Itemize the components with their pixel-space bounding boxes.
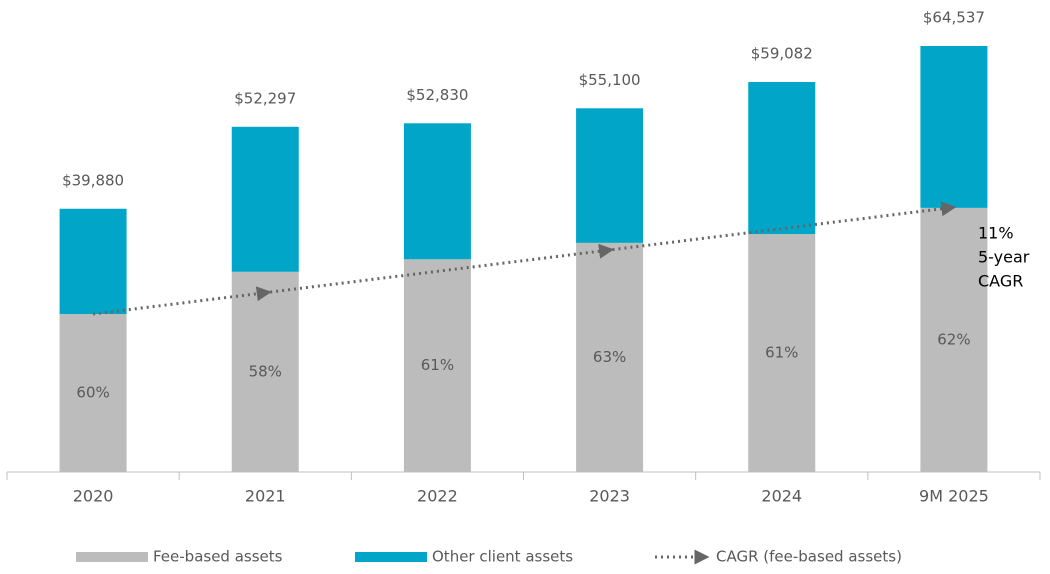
total-label: $52,830 bbox=[406, 86, 468, 104]
annotation: CAGR bbox=[978, 272, 1023, 291]
bar-segment bbox=[59, 208, 127, 315]
bar-segment bbox=[748, 234, 816, 472]
total-label: $64,537 bbox=[923, 9, 985, 27]
annotation: 11% bbox=[978, 224, 1014, 243]
x-tick-label: 2024 bbox=[761, 487, 802, 506]
x-tick-label: 2023 bbox=[589, 487, 630, 506]
bar-segment bbox=[231, 126, 299, 272]
share-label: 61% bbox=[421, 356, 454, 374]
legend-label: Fee-based assets bbox=[153, 548, 283, 566]
bar-segment bbox=[231, 271, 299, 472]
bar-segment bbox=[403, 259, 471, 472]
share-label: 63% bbox=[593, 348, 626, 366]
bar-segment bbox=[576, 242, 644, 472]
bar-segment bbox=[576, 108, 644, 243]
bar-segment bbox=[920, 207, 988, 472]
legend-label: Other client assets bbox=[432, 548, 573, 566]
share-label: 58% bbox=[249, 362, 282, 380]
x-tick-label: 9M 2025 bbox=[919, 487, 989, 506]
x-tick-label: 2020 bbox=[73, 487, 114, 506]
legend-swatch bbox=[355, 552, 427, 562]
bar-segment bbox=[403, 123, 471, 260]
bar-segment bbox=[920, 46, 988, 208]
total-label: $55,100 bbox=[579, 71, 641, 89]
share-label: 61% bbox=[765, 344, 798, 362]
legend-swatch bbox=[76, 552, 148, 562]
total-label: $39,880 bbox=[62, 171, 124, 189]
share-label: 62% bbox=[937, 330, 970, 348]
total-label: $59,082 bbox=[751, 45, 813, 63]
x-tick-label: 2022 bbox=[417, 487, 458, 506]
total-label: $52,297 bbox=[234, 89, 296, 107]
x-tick-label: 2021 bbox=[245, 487, 286, 506]
share-label: 60% bbox=[76, 384, 109, 402]
legend-label: CAGR (fee-based assets) bbox=[716, 548, 902, 566]
bar-segment bbox=[59, 314, 127, 472]
annotation: 5-year bbox=[978, 248, 1030, 267]
bar-segment bbox=[748, 82, 816, 235]
